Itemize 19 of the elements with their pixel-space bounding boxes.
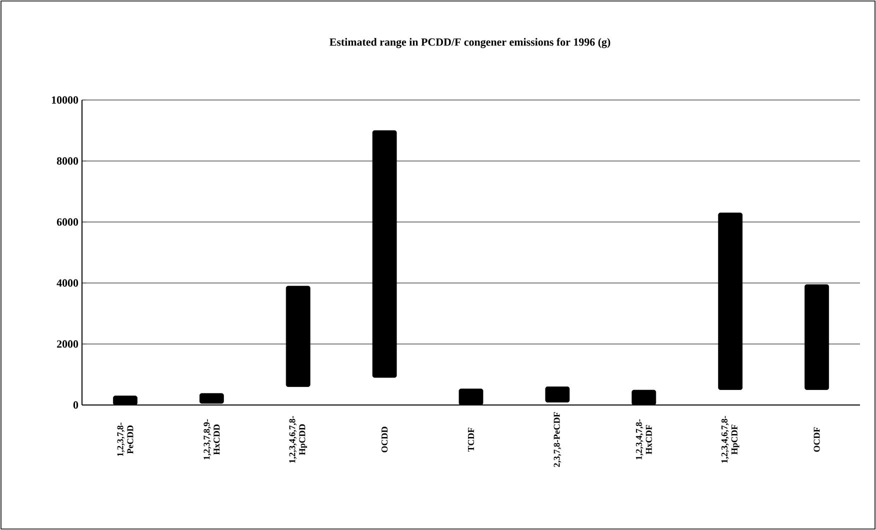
bar [718, 212, 743, 390]
x-tick-label: OCDF [814, 427, 820, 452]
y-tick-label: 6000 [56, 218, 78, 226]
chart-title: Estimated range in PCDD/F congener emissions for 1996 (g) [330, 38, 610, 48]
x-tick-label: 1,2,3,4,6,7,8- HpCDD [289, 416, 308, 463]
y-tick-label: 8000 [56, 157, 78, 165]
x-tick-label: TCDF [468, 428, 474, 452]
y-tick-label: 0 [73, 401, 78, 409]
x-tick-label: 1,2,3,4,6,7,8- HpCDF [721, 416, 740, 463]
y-tick-label: 4000 [56, 279, 78, 287]
x-tick-label: 2,3,7,8-PeCDF [554, 412, 562, 467]
x-tick-label: 1,2,3,4,7,8- HxCDF [636, 419, 652, 460]
bar [286, 286, 310, 387]
x-tick-label: 1,2,3,7,8- PeCDD [117, 422, 134, 456]
y-tick-label: 2000 [57, 340, 78, 348]
y-tick-label: 10000 [52, 96, 78, 104]
x-tick-label: OCDD [382, 426, 388, 452]
x-tick-label: 1,2,3,7,8,9- HxCDD [204, 419, 220, 460]
bar [545, 386, 570, 402]
